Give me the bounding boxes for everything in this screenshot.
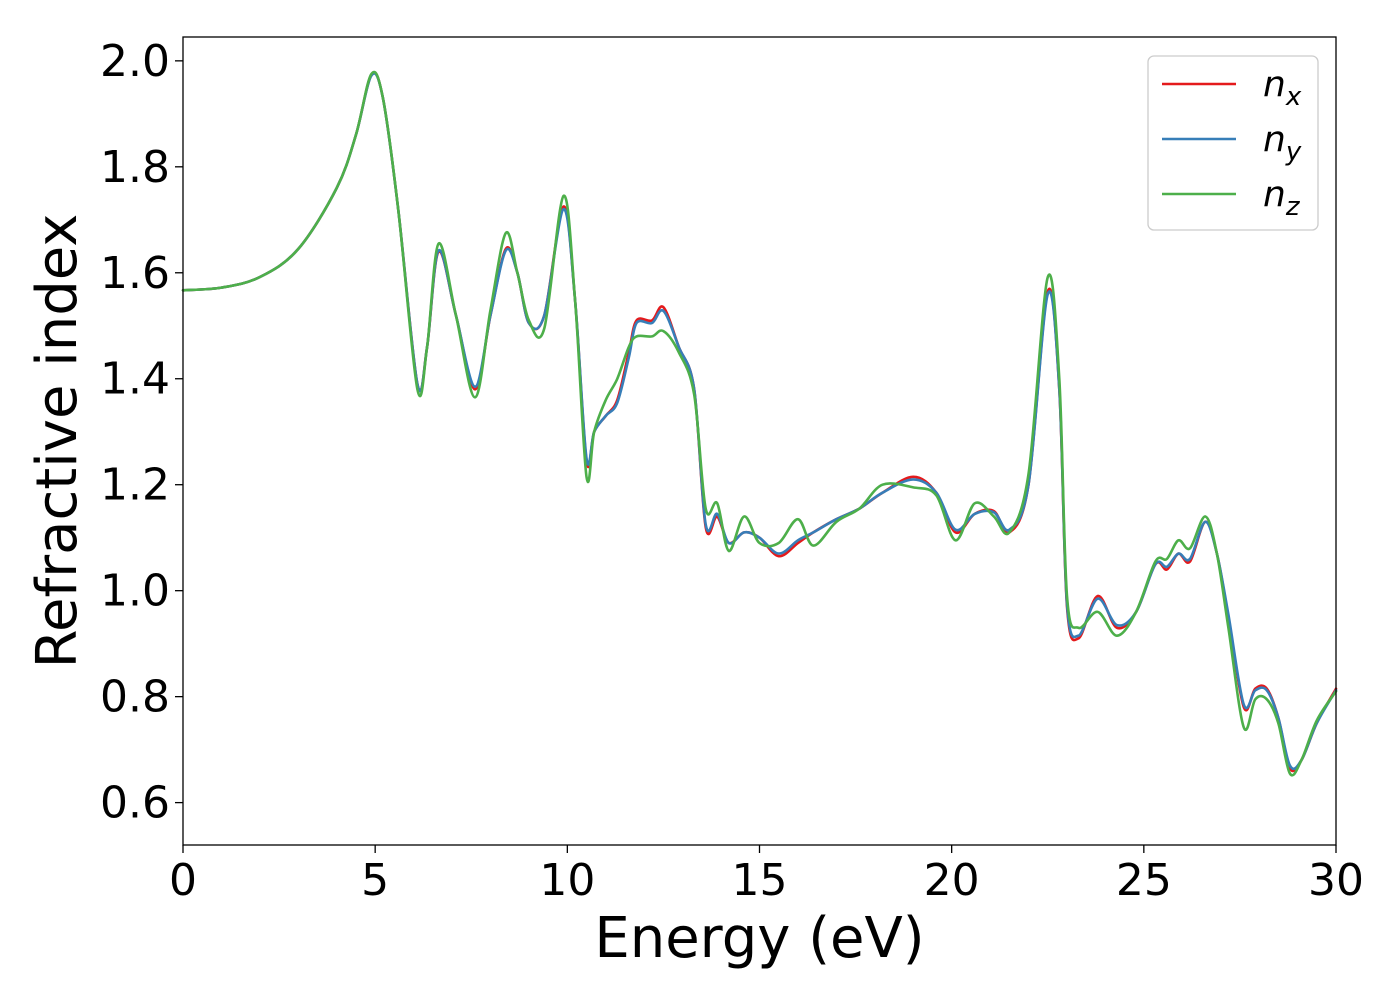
y-tick-label: 1.4 (100, 354, 170, 405)
legend-box (1147, 55, 1319, 231)
x-tick-label: 25 (1116, 855, 1172, 906)
series-line-ny (181, 72, 1338, 771)
y-tick-label: 1.2 (100, 460, 170, 511)
y-tick-label: 1.0 (100, 566, 170, 617)
x-tick-label: 5 (361, 855, 389, 906)
y-tick-label: 2.0 (100, 36, 170, 87)
plot-frame (182, 36, 1337, 846)
y-tick-label: 1.6 (100, 248, 170, 299)
x-tick-label: 20 (924, 855, 980, 906)
x-tick-label: 0 (169, 855, 197, 906)
x-tick-label: 10 (539, 855, 595, 906)
y-tick-label: 0.6 (100, 778, 170, 829)
plot-lines (181, 70, 1338, 777)
y-tick-label: 1.8 (100, 142, 170, 193)
y-axis-label: Refractive index (25, 214, 90, 669)
y-axis-ticks: 0.6 0.8 1.0 1.2 1.4 1.6 1.8 2.0 (100, 36, 183, 829)
series-line-nz (181, 70, 1338, 777)
x-tick-label: 15 (732, 855, 788, 906)
x-axis-label: Energy (eV) (594, 906, 924, 971)
x-axis-ticks: 0 5 10 15 20 25 30 (169, 845, 1364, 906)
y-tick-label: 0.8 (100, 672, 170, 723)
x-tick-label: 30 (1308, 855, 1364, 906)
